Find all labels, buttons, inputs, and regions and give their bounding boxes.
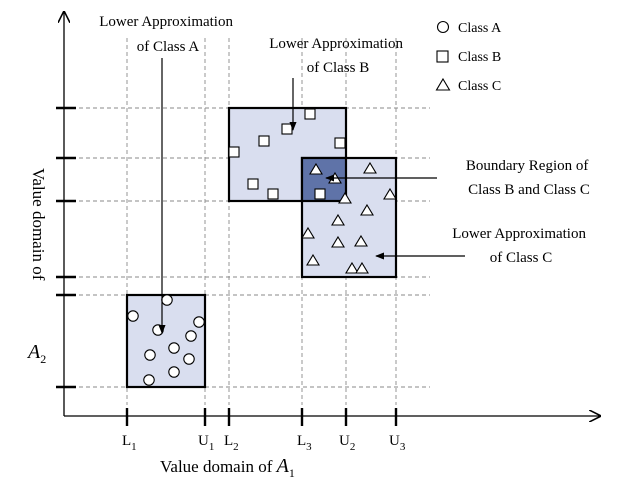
class-b-point bbox=[334, 137, 346, 149]
class-b-point bbox=[258, 135, 270, 147]
annotation-arrows bbox=[158, 58, 465, 334]
class-a-point bbox=[168, 366, 180, 378]
class-c-point bbox=[306, 253, 320, 266]
legend-item-class-c: Class C bbox=[435, 77, 501, 94]
class-b-point bbox=[228, 146, 240, 158]
legend-label-class-b: Class B bbox=[458, 50, 501, 65]
class-c-point bbox=[301, 226, 315, 239]
square-icon bbox=[436, 50, 449, 63]
class-b-point bbox=[247, 178, 259, 190]
class-c-point bbox=[331, 213, 345, 226]
class-a-point bbox=[144, 349, 156, 361]
tick-label-l1: L1 bbox=[122, 433, 137, 453]
class-a-point bbox=[185, 330, 197, 342]
axes bbox=[56, 12, 600, 426]
tick-label-u3: U3 bbox=[389, 433, 406, 453]
class-b-points bbox=[228, 108, 346, 200]
class-a-point bbox=[193, 316, 205, 328]
class-a-point bbox=[127, 310, 139, 322]
annotation-lower-a: Lower Approximation of Class A bbox=[99, 14, 236, 55]
class-c-point bbox=[363, 161, 377, 174]
class-c-point bbox=[355, 261, 369, 274]
annotation-lower-c: Lower Approximation of Class C bbox=[452, 226, 589, 266]
class-b-point bbox=[314, 188, 326, 200]
y-axis-title: Value domain of bbox=[29, 168, 48, 281]
class-c-point bbox=[383, 187, 397, 200]
lower-approximation-class-a bbox=[125, 293, 207, 389]
class-c-points bbox=[301, 161, 397, 274]
class-a-point bbox=[161, 294, 173, 306]
class-b-point bbox=[281, 123, 293, 135]
annotation-lower-b: Lower Approximation of Class B bbox=[269, 36, 406, 76]
legend: Class A Class B Class C bbox=[435, 20, 502, 94]
legend-label-class-c: Class C bbox=[458, 79, 501, 94]
class-b-point bbox=[267, 188, 279, 200]
triangle-icon bbox=[435, 77, 451, 91]
y-axis-symbol: A2 bbox=[26, 341, 46, 366]
circle-icon bbox=[436, 20, 450, 34]
class-a-point bbox=[143, 374, 155, 386]
class-b-point bbox=[304, 108, 316, 120]
class-c-point bbox=[338, 191, 352, 204]
legend-label-class-a: Class A bbox=[458, 21, 502, 36]
class-c-point bbox=[360, 203, 374, 216]
tick-label-l2: L2 bbox=[224, 433, 239, 453]
tick-label-u1: U1 bbox=[198, 433, 214, 453]
legend-item-class-a: Class A bbox=[436, 20, 502, 36]
class-c-point bbox=[345, 261, 359, 274]
x-tick-labels: L1 U1 L2 L3 U2 U3 bbox=[122, 433, 406, 453]
class-a-points bbox=[127, 294, 205, 386]
class-c-point bbox=[331, 235, 345, 248]
regions bbox=[125, 106, 398, 389]
class-c-point bbox=[309, 162, 323, 175]
tick-label-u2: U2 bbox=[339, 433, 355, 453]
annotation-boundary-bc: Boundary Region of Class B and Class C bbox=[466, 158, 592, 198]
x-axis-title: Value domain of A1 bbox=[160, 455, 295, 480]
class-a-point bbox=[168, 342, 180, 354]
legend-item-class-b: Class B bbox=[436, 50, 501, 65]
tick-label-l3: L3 bbox=[297, 433, 312, 453]
class-a-point bbox=[183, 353, 195, 365]
class-c-point bbox=[354, 234, 368, 247]
